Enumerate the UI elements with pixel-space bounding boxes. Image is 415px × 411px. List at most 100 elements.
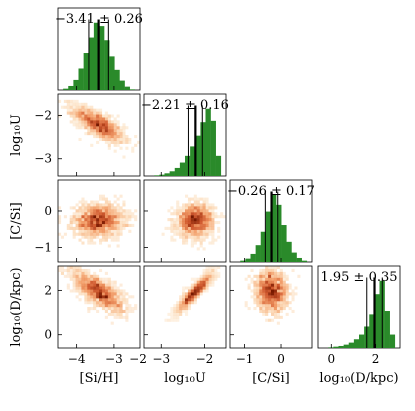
density-cell bbox=[72, 114, 76, 118]
density-cell bbox=[69, 105, 73, 109]
density-cell bbox=[90, 274, 94, 278]
density-cell bbox=[276, 295, 280, 299]
density-cell bbox=[78, 274, 82, 278]
density-cell bbox=[185, 309, 189, 314]
density-cell bbox=[69, 277, 73, 281]
x-axis-label: log₁₀U bbox=[164, 371, 206, 386]
density-cell bbox=[122, 123, 126, 127]
density-cell bbox=[101, 120, 106, 124]
density-cell bbox=[199, 280, 203, 284]
density-cell bbox=[113, 283, 117, 287]
density-cell bbox=[223, 215, 227, 219]
density-cell bbox=[122, 135, 126, 139]
density-cell bbox=[66, 102, 70, 106]
density-cell bbox=[119, 226, 123, 230]
density-cell bbox=[93, 123, 97, 127]
density-cell bbox=[167, 218, 171, 222]
density-cell bbox=[113, 315, 117, 319]
density-cell bbox=[193, 206, 197, 210]
density-cell bbox=[190, 277, 194, 281]
density-cell bbox=[193, 194, 197, 198]
density-cell bbox=[208, 232, 212, 236]
density-cell bbox=[72, 111, 76, 115]
density-cell bbox=[259, 286, 263, 290]
density-cell bbox=[282, 304, 286, 308]
density-cell bbox=[179, 301, 183, 305]
density-cell bbox=[273, 315, 278, 319]
density-cell bbox=[96, 301, 100, 305]
density-cell bbox=[81, 235, 85, 239]
density-cell bbox=[205, 266, 209, 270]
density-cell bbox=[122, 295, 126, 299]
density-cell bbox=[99, 114, 103, 118]
density-cell bbox=[173, 238, 177, 242]
density-cell bbox=[185, 223, 189, 228]
density-cell bbox=[96, 209, 100, 213]
density-cell bbox=[93, 304, 97, 308]
density-cell bbox=[279, 286, 283, 290]
density-cell bbox=[101, 117, 106, 121]
density-cell bbox=[87, 274, 91, 278]
hist-bar bbox=[164, 173, 170, 176]
density-cell bbox=[125, 318, 129, 322]
density-cell bbox=[122, 203, 126, 207]
density-cell bbox=[90, 212, 94, 216]
density-cell bbox=[187, 212, 192, 216]
density-cell bbox=[173, 307, 177, 311]
density-cell bbox=[196, 200, 200, 204]
density-cell bbox=[265, 268, 269, 273]
density-cell bbox=[182, 215, 186, 219]
density-cell bbox=[96, 226, 100, 230]
density-cell bbox=[75, 99, 79, 103]
density-cell bbox=[268, 307, 272, 311]
density-cell bbox=[190, 283, 194, 287]
density-cell bbox=[185, 232, 189, 236]
density-cell bbox=[104, 295, 108, 299]
density-cell bbox=[282, 292, 286, 296]
density-cell bbox=[170, 312, 174, 316]
density-cell bbox=[205, 215, 209, 219]
x-tick-label: −2 bbox=[129, 352, 147, 366]
density-cell bbox=[196, 212, 200, 216]
density-cell bbox=[90, 295, 94, 299]
density-cell bbox=[84, 235, 88, 239]
density-cell bbox=[119, 218, 123, 222]
density-cell bbox=[179, 232, 183, 236]
density-cell bbox=[66, 271, 70, 275]
density-cell bbox=[119, 283, 123, 287]
density-cell bbox=[256, 298, 260, 302]
density-cell bbox=[285, 283, 289, 287]
density-cell bbox=[110, 135, 114, 139]
density-cell bbox=[208, 218, 212, 222]
density-cell bbox=[116, 292, 120, 296]
density-cell bbox=[99, 203, 103, 207]
density-cell bbox=[202, 247, 206, 251]
density-cell bbox=[69, 206, 73, 210]
density-cell bbox=[87, 289, 91, 293]
density-frame-2-0 bbox=[57, 179, 141, 263]
hist-bar bbox=[265, 211, 272, 262]
density-cell bbox=[81, 111, 85, 115]
density-cell bbox=[113, 212, 117, 216]
density-cell bbox=[262, 307, 266, 311]
density-cell bbox=[217, 229, 221, 233]
density-cell bbox=[87, 271, 91, 275]
density-cell bbox=[69, 99, 73, 103]
density-cell bbox=[116, 312, 120, 316]
density-cell bbox=[99, 229, 103, 233]
density-cell bbox=[101, 280, 106, 284]
density-cell bbox=[199, 209, 203, 213]
x-tick-label: 0 bbox=[277, 352, 285, 366]
density-cell bbox=[190, 292, 194, 296]
density-cell bbox=[113, 200, 117, 204]
density-cell bbox=[104, 232, 108, 236]
density-cell bbox=[101, 277, 106, 281]
density-cell bbox=[87, 132, 91, 136]
density-cell bbox=[90, 126, 94, 130]
density-cell bbox=[199, 238, 203, 242]
density-cell bbox=[93, 295, 97, 299]
density-cell bbox=[78, 206, 82, 210]
density-cell bbox=[173, 221, 177, 225]
density-cell bbox=[131, 149, 135, 153]
